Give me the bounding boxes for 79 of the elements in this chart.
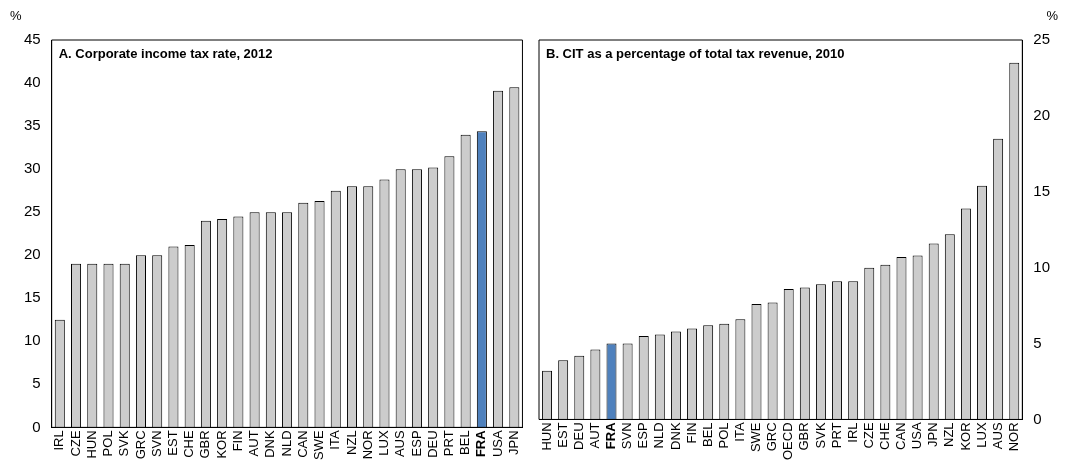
- x-tick-label: ESP: [635, 422, 651, 449]
- y-tick-label: 5: [32, 374, 41, 392]
- y2-tick-label: 20: [1033, 106, 1050, 124]
- x-tick-label: ITA: [731, 422, 747, 442]
- x-tick-label: SVK: [116, 430, 132, 457]
- x-tick-label: LUX: [973, 422, 989, 448]
- y2-tick-label: 5: [1033, 333, 1042, 351]
- x-tick-label: POL: [100, 430, 116, 457]
- x-tick-label: SVN: [619, 422, 635, 450]
- x-tick-label: LUX: [376, 430, 392, 456]
- x-tick-label: GBR: [197, 430, 213, 459]
- x-tick-label: SWE: [311, 430, 327, 461]
- x-tick-label: DNK: [667, 422, 683, 450]
- x-tick-label: EST: [554, 422, 570, 448]
- x-tick-label: FIN: [229, 430, 245, 452]
- y2-tick-label: 0: [1033, 409, 1042, 427]
- x-tick-label: NLD: [278, 430, 294, 457]
- y2-axis-title: %: [1046, 8, 1059, 24]
- x-tick-label: PRT: [440, 430, 456, 457]
- x-tick-label: PRT: [828, 422, 844, 449]
- x-tick-label: FRA: [603, 421, 619, 450]
- x-tick-label: NZL: [343, 430, 359, 455]
- x-tick-label: ESP: [408, 430, 424, 457]
- x-tick-label: KOR: [957, 422, 973, 451]
- x-tick-label: NOR: [1005, 422, 1021, 452]
- text: A. Corporate income tax rate, 2012: [58, 46, 273, 62]
- y-tick-label: 25: [24, 202, 41, 220]
- y2-tick-label: 15: [1033, 181, 1050, 199]
- x-tick-label: JPN: [505, 430, 521, 455]
- x-tick-label: NOR: [359, 430, 375, 460]
- x-tick-label: GRC: [132, 430, 148, 460]
- x-tick-label: HUN: [538, 422, 554, 451]
- y-tick-label: 20: [24, 245, 41, 263]
- y-tick-label: 45: [24, 30, 41, 48]
- x-tick-label: AUS: [989, 422, 1005, 450]
- x-tick-label: AUS: [392, 430, 408, 458]
- x-tick-label: BEL: [699, 422, 715, 448]
- x-tick-label: GBR: [796, 422, 812, 451]
- x-tick-label: USA: [489, 430, 505, 458]
- y-tick-label: 30: [24, 159, 41, 177]
- x-tick-label: FRA: [473, 429, 489, 458]
- x-tick-label: CHE: [181, 430, 197, 458]
- x-tick-label: CAN: [294, 430, 310, 458]
- x-tick-label: OECD: [780, 422, 796, 460]
- x-tick-label: ITA: [327, 430, 343, 450]
- x-tick-label: CHE: [876, 422, 892, 450]
- y-tick-label: 10: [24, 331, 41, 349]
- y-tick-label: 15: [24, 288, 41, 306]
- x-tick-label: FIN: [683, 422, 699, 444]
- x-tick-label: USA: [909, 422, 925, 450]
- x-tick-label: GRC: [764, 422, 780, 452]
- x-tick-label: CZE: [860, 422, 876, 449]
- x-tick-label: IRL: [51, 430, 67, 451]
- y2-tick-label: 25: [1033, 30, 1050, 48]
- x-tick-label: BEL: [457, 430, 473, 455]
- x-tick-label: AUT: [586, 422, 602, 449]
- x-tick-label: DNK: [262, 430, 278, 458]
- x-tick-label: SVK: [812, 422, 828, 449]
- x-tick-label: KOR: [213, 430, 229, 459]
- x-tick-label: NZL: [941, 422, 957, 447]
- x-tick-label: DEU: [570, 422, 586, 450]
- y-tick-label: 35: [24, 116, 41, 134]
- x-tick-label: AUT: [246, 430, 262, 457]
- x-tick-label: CAN: [893, 422, 909, 450]
- y2-tick-label: 10: [1033, 257, 1050, 275]
- x-tick-label: DEU: [424, 430, 440, 458]
- x-tick-label: IRL: [844, 422, 860, 443]
- x-tick-label: SWE: [748, 422, 764, 453]
- x-tick-label: CZE: [67, 430, 83, 457]
- x-tick-label: EST: [165, 430, 181, 456]
- y-tick-label: 40: [24, 73, 41, 91]
- x-tick-label: HUN: [83, 430, 99, 459]
- x-tick-label: NLD: [651, 422, 667, 449]
- x-tick-label: JPN: [925, 422, 941, 447]
- text: B. CIT as a percentage of total tax revenue, 2010: [546, 46, 845, 62]
- x-tick-label: SVN: [148, 430, 164, 458]
- x-tick-label: POL: [715, 422, 731, 449]
- y-tick-label: 0: [32, 417, 41, 435]
- y-axis-title: %: [10, 8, 22, 24]
